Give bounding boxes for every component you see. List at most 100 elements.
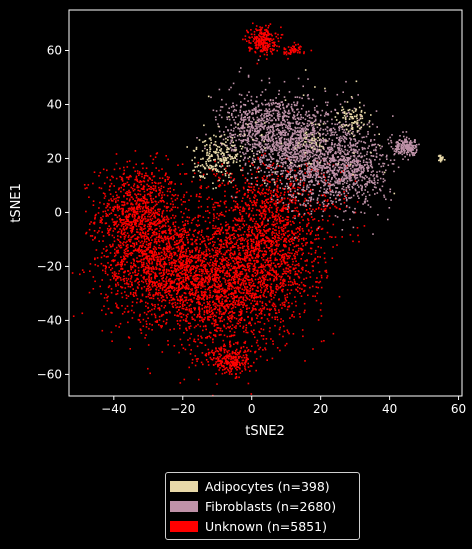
scatter-point bbox=[183, 287, 186, 289]
scatter-point bbox=[99, 227, 101, 229]
scatter-point bbox=[200, 275, 203, 277]
scatter-point bbox=[249, 321, 251, 324]
scatter-point bbox=[229, 304, 231, 306]
scatter-point bbox=[178, 288, 181, 291]
scatter-point bbox=[252, 246, 255, 249]
scatter-point bbox=[217, 283, 220, 285]
scatter-point bbox=[123, 280, 125, 282]
scatter-point bbox=[143, 257, 145, 260]
scatter-point bbox=[211, 322, 213, 325]
scatter-point bbox=[204, 279, 207, 281]
scatter-point bbox=[178, 284, 180, 287]
scatter-point bbox=[318, 281, 320, 284]
scatter-point bbox=[185, 262, 188, 265]
scatter-point bbox=[220, 240, 223, 242]
scatter-point bbox=[237, 255, 239, 258]
scatter-point bbox=[338, 295, 341, 298]
scatter-point bbox=[232, 294, 235, 297]
scatter-point bbox=[274, 316, 276, 318]
scatter-point bbox=[132, 292, 135, 294]
scatter-point bbox=[223, 345, 225, 347]
scatter-point bbox=[182, 263, 184, 266]
scatter-point bbox=[139, 231, 142, 234]
scatter-point bbox=[160, 187, 162, 190]
scatter-point bbox=[154, 238, 156, 240]
scatter-point bbox=[177, 226, 180, 229]
scatter-point bbox=[272, 302, 275, 305]
scatter-point bbox=[143, 196, 146, 198]
scatter-point bbox=[130, 266, 132, 269]
scatter-point bbox=[197, 286, 200, 289]
scatter-point bbox=[250, 296, 253, 299]
scatter-point bbox=[216, 286, 219, 289]
scatter-point bbox=[142, 325, 145, 327]
scatter-point bbox=[181, 298, 184, 301]
scatter-point bbox=[259, 321, 261, 323]
scatter-point bbox=[83, 184, 86, 186]
scatter-point bbox=[144, 201, 146, 204]
scatter-point bbox=[81, 269, 84, 271]
scatter-point bbox=[138, 203, 141, 205]
scatter-point bbox=[218, 308, 221, 311]
scatter-point bbox=[121, 264, 124, 266]
scatter-point bbox=[130, 268, 132, 271]
scatter-point bbox=[212, 304, 215, 306]
scatter-point bbox=[238, 361, 241, 364]
scatter-point bbox=[253, 253, 256, 255]
scatter-point bbox=[236, 203, 239, 205]
scatter-point bbox=[241, 257, 243, 260]
scatter-point bbox=[276, 222, 278, 225]
scatter-point bbox=[247, 315, 249, 318]
scatter-point bbox=[190, 269, 192, 272]
scatter-point bbox=[202, 325, 205, 328]
scatter-point bbox=[132, 210, 135, 213]
scatter-point bbox=[114, 275, 116, 277]
scatter-point bbox=[204, 280, 207, 282]
scatter-point bbox=[300, 249, 303, 251]
scatter-point bbox=[158, 307, 161, 310]
scatter-point bbox=[134, 291, 137, 294]
scatter-point bbox=[249, 292, 252, 295]
scatter-point bbox=[168, 250, 171, 252]
scatter-point bbox=[147, 230, 149, 232]
scatter-point bbox=[189, 229, 191, 231]
scatter-point bbox=[257, 296, 260, 298]
scatter-point bbox=[188, 216, 191, 219]
scatter-point bbox=[258, 330, 260, 333]
scatter-point bbox=[295, 236, 297, 238]
scatter-point bbox=[215, 295, 217, 298]
scatter-point bbox=[206, 301, 209, 303]
scatter-point bbox=[108, 213, 111, 215]
scatter-point bbox=[225, 283, 227, 285]
scatter-point bbox=[115, 197, 117, 200]
scatter-point bbox=[296, 264, 298, 266]
scatter-point bbox=[123, 233, 125, 236]
scatter-point bbox=[226, 251, 228, 253]
scatter-point bbox=[121, 178, 124, 180]
scatter-point bbox=[245, 324, 248, 327]
scatter-point bbox=[179, 268, 182, 270]
scatter-point bbox=[143, 253, 145, 256]
scatter-point bbox=[118, 205, 120, 208]
scatter-point bbox=[222, 259, 225, 262]
scatter-point bbox=[239, 275, 241, 278]
scatter-point bbox=[221, 305, 224, 307]
scatter-point bbox=[227, 261, 230, 264]
scatter-point bbox=[199, 254, 202, 256]
scatter-point bbox=[211, 234, 214, 236]
scatter-point bbox=[158, 240, 161, 243]
scatter-point bbox=[107, 262, 109, 264]
scatter-point bbox=[177, 275, 179, 277]
scatter-point bbox=[167, 290, 170, 292]
scatter-point bbox=[107, 209, 109, 211]
scatter-point bbox=[154, 276, 156, 279]
scatter-point bbox=[112, 176, 114, 179]
scatter-point bbox=[192, 265, 194, 267]
scatter-point bbox=[126, 282, 128, 284]
scatter-point bbox=[216, 255, 219, 258]
scatter-point bbox=[262, 258, 264, 261]
scatter-point bbox=[244, 369, 247, 371]
scatter-point bbox=[170, 252, 173, 255]
scatter-point bbox=[125, 245, 128, 248]
scatter-point bbox=[262, 264, 264, 267]
